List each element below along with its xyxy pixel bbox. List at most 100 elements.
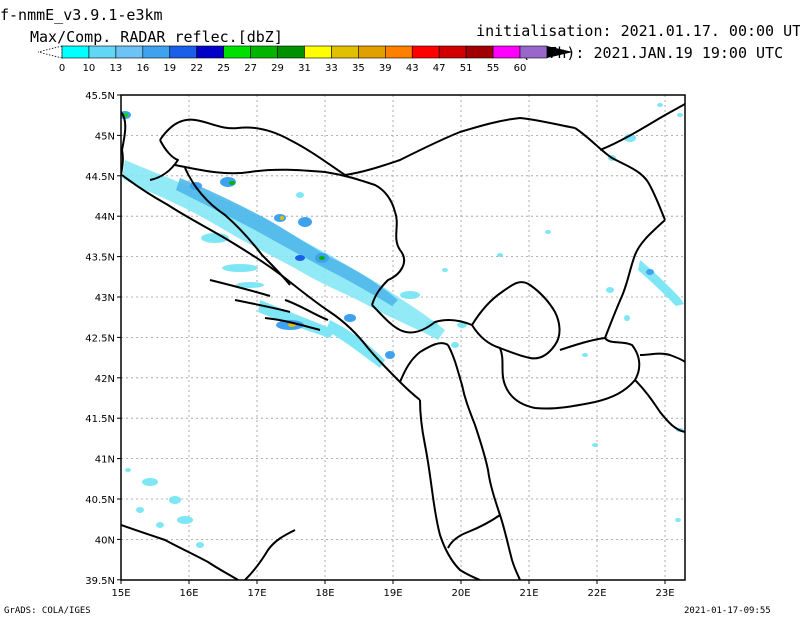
lat-label: 41N xyxy=(95,455,115,466)
echo-cell xyxy=(156,522,164,528)
init-value: 2021.01.17. 00:00 UTC xyxy=(620,22,800,40)
echo-cell xyxy=(545,230,551,234)
island-peljesac xyxy=(284,299,329,321)
colorbar-legend: 0 10 13 16 19 22 25 27 29 31 33 35 39 43 47 51 55 60 xyxy=(37,45,573,74)
lon-label: 22E xyxy=(587,588,606,599)
lon-label: 23E xyxy=(655,588,674,599)
border-north-macedonia xyxy=(499,337,641,410)
colorbar-tick-label: 51 xyxy=(460,63,473,74)
echo-cell xyxy=(136,507,144,513)
border-croatia-north xyxy=(159,118,346,176)
initialisation-time: initialisation: 2021.01.17. 00:00 UTC xyxy=(458,7,800,39)
echo-cell xyxy=(646,269,654,275)
border-bosnia-north xyxy=(174,164,396,213)
echo-cell xyxy=(400,291,420,299)
lon-label: 19E xyxy=(383,588,402,599)
echo-cell xyxy=(177,516,193,524)
colorbar-tick-label: 33 xyxy=(325,63,338,74)
init-label: initialisation: xyxy=(476,22,612,40)
echo-cell xyxy=(298,217,312,227)
echo-cell xyxy=(457,322,467,328)
colorbar-swatch xyxy=(142,45,171,59)
echo-band-inner xyxy=(176,178,398,306)
border-serbia-romania xyxy=(574,127,666,221)
colorbar-swatch xyxy=(331,45,359,59)
colorbar-tick-label: 13 xyxy=(110,63,123,74)
lon-label: 17E xyxy=(247,588,266,599)
render-timestamp: 2021-01-17-09:55 xyxy=(684,606,771,616)
colorbar-tick-label: 25 xyxy=(217,63,230,74)
island-korcula xyxy=(264,317,321,331)
colorbar-swatch xyxy=(223,45,251,59)
colorbar-tick-label: 43 xyxy=(406,63,419,74)
map-frame xyxy=(120,94,686,581)
product-title: Max/Comp. RADAR reflec.[dbZ] xyxy=(30,28,283,46)
lat-label: 39.5N xyxy=(85,576,115,587)
echo-cell xyxy=(295,255,305,261)
lat-label: 42N xyxy=(95,374,115,385)
lat-label: 40N xyxy=(95,535,115,546)
colorbar-tick-label: 29 xyxy=(271,63,284,74)
lon-label: 20E xyxy=(451,588,470,599)
lat-label: 41.5N xyxy=(85,414,115,425)
graticule xyxy=(121,95,685,580)
lon-label: 18E xyxy=(315,588,334,599)
lon-label: 15E xyxy=(111,588,130,599)
colorbar-swatch xyxy=(492,45,521,59)
border-bosnia-east xyxy=(371,211,406,306)
echo-cell xyxy=(582,353,588,357)
echo-cell xyxy=(169,496,181,504)
lat-label: 44N xyxy=(95,212,115,223)
border-serbia-bulgaria xyxy=(604,219,666,339)
border-bosnia-west xyxy=(184,167,291,286)
border-romania-bulgaria xyxy=(599,103,685,151)
colorbar-tick-label: 22 xyxy=(190,63,203,74)
echo-cell xyxy=(592,443,598,447)
border-greece-north xyxy=(634,379,685,433)
border-croatia-slovenia xyxy=(149,139,179,181)
colorbar-high-arrow xyxy=(546,46,573,58)
colorbar-swatch xyxy=(411,45,440,59)
colorbar-swatch xyxy=(169,45,198,59)
colorbar-swatch xyxy=(277,45,305,59)
echo-cell xyxy=(125,468,131,472)
coast-istria xyxy=(121,111,127,176)
island-brac xyxy=(209,279,271,297)
lat-label: 45N xyxy=(95,131,115,142)
echo-cell xyxy=(442,268,448,272)
coast-italy-gargano xyxy=(244,529,296,580)
echo-cell xyxy=(497,253,503,257)
colorbar-swatch xyxy=(465,45,494,59)
colorbar-swatch xyxy=(115,45,144,59)
echo-cell xyxy=(222,264,258,272)
echo-cell xyxy=(624,315,630,321)
longitude-labels: 15E 16E 17E 18E 19E 20E 21E 22E 23E xyxy=(111,580,675,599)
colorbar-swatch xyxy=(519,45,548,59)
latitude-labels: 45.5N 45N 44.5N 44N 43.5N 43N 42.5N 42N 41.5N 41N… xyxy=(85,91,121,587)
colorbar-swatch xyxy=(438,45,467,59)
echo-cell xyxy=(280,216,284,220)
echo-cell xyxy=(229,181,235,185)
colorbar-tick-label: 16 xyxy=(136,63,149,74)
colorbar-swatch xyxy=(384,45,413,59)
model-title: f-nmmE_v3.9.1-e3km xyxy=(0,6,163,24)
lat-label: 44.5N xyxy=(85,172,115,183)
border-montenegro-albania xyxy=(399,342,449,383)
border-bulgaria-greece xyxy=(639,352,685,363)
colorbar-swatch xyxy=(61,45,90,59)
echo-cell xyxy=(606,287,614,293)
echo-cell xyxy=(124,113,128,117)
colorbar-swatch xyxy=(250,45,278,59)
colorbar-swatch xyxy=(88,45,117,59)
colorbar-tick-label: 35 xyxy=(352,63,365,74)
colorbar-tick-label: 27 xyxy=(244,63,257,74)
echo-cell xyxy=(319,256,325,260)
echo-cell xyxy=(451,342,459,348)
lat-label: 40.5N xyxy=(85,495,115,506)
echo-cell xyxy=(296,192,304,198)
echo-band-east xyxy=(638,260,684,306)
island-hvar xyxy=(234,299,291,313)
colorbar-low-arrow xyxy=(37,45,63,59)
colorbar-swatch xyxy=(304,45,332,59)
lat-label: 42.5N xyxy=(85,333,115,344)
